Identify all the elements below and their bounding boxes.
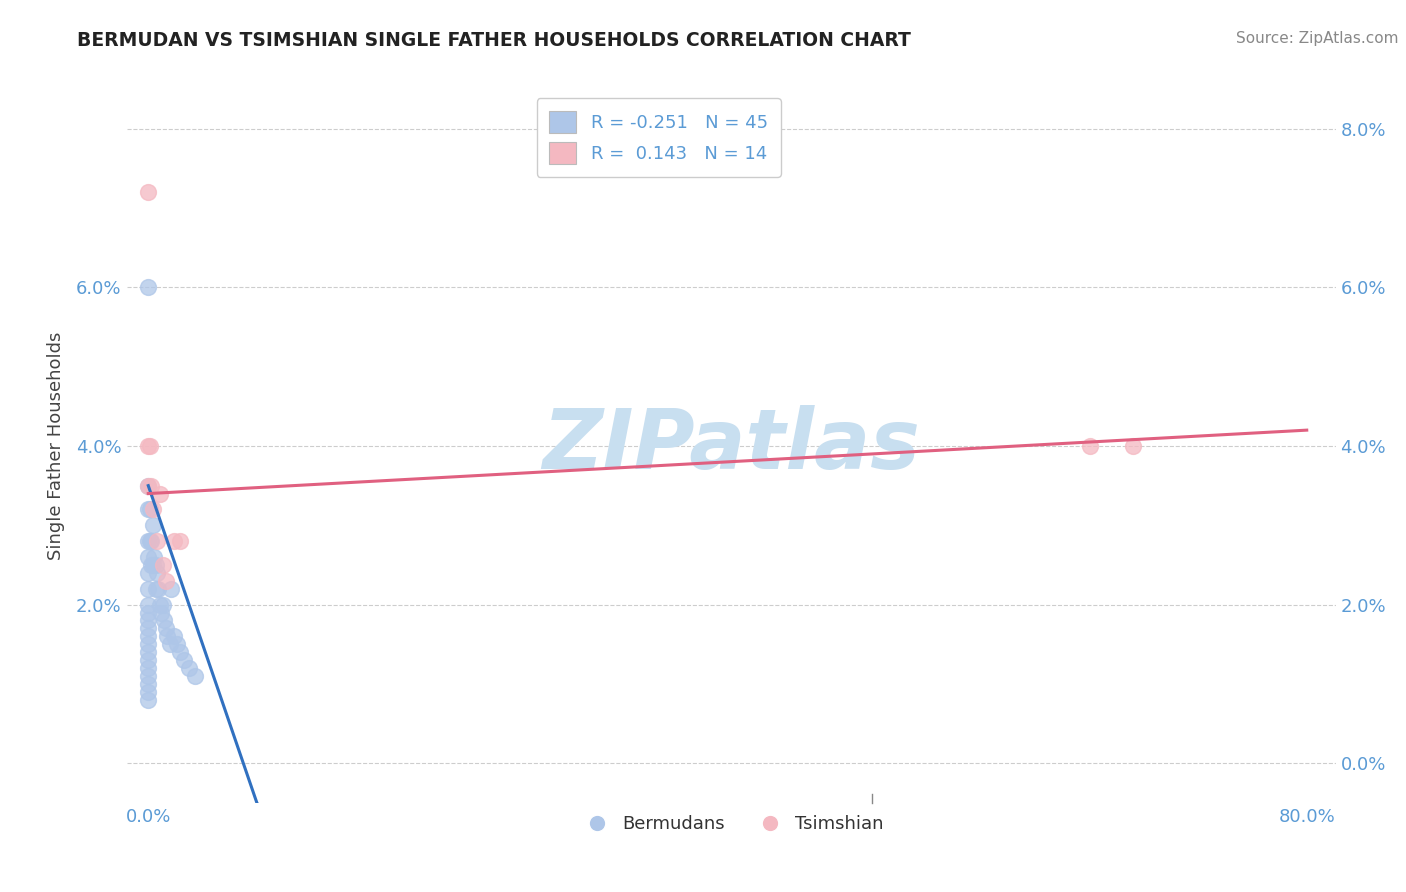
Point [136, 653, 159, 667]
Point [138, 502, 160, 516]
Point [169, 534, 191, 549]
Legend: Bermudans, Tsimshian: Bermudans, Tsimshian [571, 808, 891, 840]
Point [183, 669, 205, 683]
Point [136, 685, 159, 699]
Point [143, 549, 166, 564]
Point [141, 478, 163, 492]
Point [138, 439, 160, 453]
Point [150, 606, 173, 620]
Point [136, 566, 159, 580]
Point [136, 661, 159, 675]
Point [141, 558, 163, 572]
Point [136, 502, 159, 516]
Point [149, 598, 172, 612]
Point [146, 534, 169, 549]
Point [136, 534, 159, 549]
Y-axis label: Single Father Households: Single Father Households [46, 332, 65, 560]
Point [136, 478, 159, 492]
Point [142, 502, 165, 516]
Point [136, 645, 159, 659]
Point [136, 677, 159, 691]
Point [136, 598, 159, 612]
Point [136, 669, 159, 683]
Point [142, 518, 165, 533]
Point [148, 582, 170, 596]
Point [142, 558, 165, 572]
Point [145, 558, 167, 572]
Point [155, 574, 177, 588]
Point [155, 621, 177, 635]
Point [138, 534, 160, 549]
Point [149, 486, 172, 500]
Point [136, 439, 159, 453]
Point [177, 661, 200, 675]
Point [153, 614, 176, 628]
Point [136, 280, 159, 294]
Point [136, 582, 159, 596]
Point [146, 566, 169, 580]
Point [145, 582, 167, 596]
Point [152, 558, 174, 572]
Point [173, 653, 195, 667]
Point [159, 637, 181, 651]
Point [169, 645, 191, 659]
Point [141, 534, 163, 549]
Point [156, 629, 179, 643]
Point [166, 637, 188, 651]
Point [1078, 439, 1101, 453]
Point [136, 186, 159, 200]
Point [152, 598, 174, 612]
Text: Source: ZipAtlas.com: Source: ZipAtlas.com [1236, 31, 1399, 46]
Point [160, 582, 183, 596]
Point [136, 614, 159, 628]
Point [136, 621, 159, 635]
Point [136, 629, 159, 643]
Point [136, 692, 159, 706]
Text: BERMUDAN VS TSIMSHIAN SINGLE FATHER HOUSEHOLDS CORRELATION CHART: BERMUDAN VS TSIMSHIAN SINGLE FATHER HOUS… [77, 31, 911, 50]
Text: ZIPatlas: ZIPatlas [543, 406, 920, 486]
Point [136, 606, 159, 620]
Point [1122, 439, 1144, 453]
Point [136, 637, 159, 651]
Point [136, 549, 159, 564]
Point [163, 534, 186, 549]
Point [163, 629, 186, 643]
Point [136, 478, 159, 492]
